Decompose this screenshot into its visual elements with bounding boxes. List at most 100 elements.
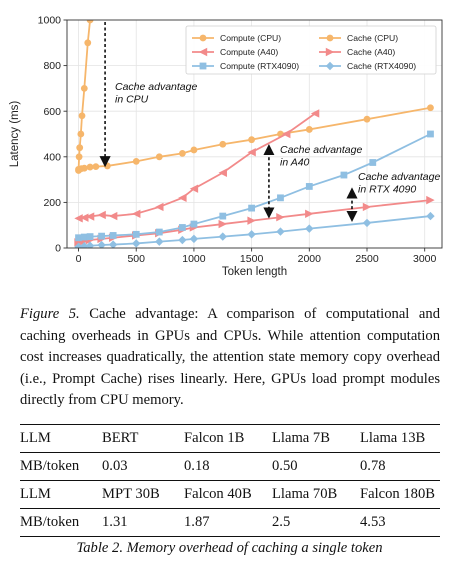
x-tick-label: 1500 bbox=[240, 253, 264, 265]
data-point bbox=[178, 149, 186, 157]
data-point bbox=[86, 233, 94, 240]
data-point bbox=[325, 61, 335, 71]
data-point bbox=[80, 241, 89, 248]
data-point bbox=[108, 240, 118, 248]
data-point bbox=[248, 136, 256, 144]
annotation-line: in RTX 4090 bbox=[358, 184, 416, 196]
data-point bbox=[219, 212, 227, 220]
data-point bbox=[76, 144, 84, 152]
figure-caption-label: Figure 5. bbox=[20, 306, 80, 322]
data-point bbox=[86, 163, 94, 171]
data-point bbox=[218, 168, 227, 177]
table-cell: BERT bbox=[102, 424, 184, 453]
plot-area bbox=[74, 20, 435, 248]
legend-frame bbox=[185, 25, 437, 75]
x-tick-label: 2500 bbox=[355, 253, 379, 265]
annotation-text: Cache advantage in RTX 4090 bbox=[358, 171, 440, 196]
x-tick-label: 500 bbox=[127, 253, 145, 265]
data-point bbox=[86, 20, 94, 24]
table-cell: 0.18 bbox=[184, 452, 272, 481]
data-point bbox=[276, 227, 285, 236]
data-point bbox=[98, 232, 106, 240]
table-cell: MPT 30B bbox=[102, 480, 184, 509]
series-line bbox=[78, 133, 431, 239]
data-point bbox=[305, 209, 314, 218]
annotation-line: in CPU bbox=[115, 94, 149, 106]
plot-frame bbox=[66, 19, 443, 249]
data-point bbox=[80, 164, 88, 172]
legend: Compute (CPU) Compute (A40) Compute (RTX40… bbox=[185, 25, 437, 75]
data-point bbox=[276, 213, 285, 222]
data-point bbox=[78, 112, 86, 120]
annotation-text: Cache advantage in CPU bbox=[115, 81, 197, 106]
data-point bbox=[427, 104, 434, 112]
data-point bbox=[92, 163, 100, 171]
data-point bbox=[178, 193, 187, 203]
data-point bbox=[85, 241, 95, 248]
table-cell: Llama 70B bbox=[272, 480, 360, 509]
x-axis-title: Token length bbox=[222, 266, 287, 278]
table-cell: 1.87 bbox=[184, 508, 272, 537]
x-tick-label: 0 bbox=[76, 253, 82, 265]
data-point bbox=[426, 211, 435, 221]
table-cell: Llama 7B bbox=[272, 424, 360, 453]
x-tick-label: 3000 bbox=[413, 253, 437, 265]
y-tick-label: 0 bbox=[55, 243, 61, 255]
data-point bbox=[199, 34, 207, 42]
table-cell: Falcon 180B bbox=[360, 480, 440, 509]
data-point bbox=[340, 171, 348, 179]
data-point bbox=[132, 230, 140, 238]
data-point bbox=[310, 109, 320, 118]
table-cell: LLM bbox=[20, 480, 102, 509]
table-row: MB/token 1.31 1.87 2.5 4.53 bbox=[20, 508, 440, 537]
data-point bbox=[190, 146, 198, 154]
data-point bbox=[109, 232, 117, 239]
table-cell: 0.50 bbox=[272, 452, 360, 481]
data-point bbox=[189, 184, 199, 193]
data-point bbox=[248, 204, 256, 212]
data-point bbox=[74, 214, 83, 223]
table-cell: 0.03 bbox=[102, 452, 184, 481]
annotation-text: Cache advantage in A40 bbox=[280, 144, 362, 169]
legend-label: Cache (RTX4090) bbox=[347, 61, 416, 71]
latency-chart: 0 500 1000 1500 2000 2500 3000 0 200 400 600 800 100… bbox=[9, 15, 443, 278]
legend-label: Compute (CPU) bbox=[220, 33, 281, 43]
table-cell: 4.53 bbox=[360, 508, 440, 537]
table-row: LLM BERT Falcon 1B Llama 7B Llama 13B bbox=[20, 424, 440, 453]
figure-caption: Figure 5. Cache advantage: A comparison … bbox=[20, 304, 440, 412]
data-point bbox=[178, 235, 187, 245]
table-row: LLM MPT 30B Falcon 40B Llama 70B Falcon … bbox=[20, 480, 440, 509]
figure-caption-text: Cache advantage: A comparison of computa… bbox=[20, 306, 440, 408]
data-point bbox=[362, 218, 372, 228]
series-compute-a40 bbox=[74, 109, 320, 223]
data-point bbox=[247, 230, 256, 239]
x-tick-label: 1000 bbox=[182, 253, 206, 265]
data-point bbox=[305, 183, 313, 190]
series-cache-rtx4090 bbox=[74, 211, 435, 248]
data-point bbox=[155, 228, 163, 236]
legend-label: Cache (CPU) bbox=[347, 33, 398, 43]
data-point bbox=[247, 216, 256, 225]
table-cell: 2.5 bbox=[272, 508, 360, 537]
data-point bbox=[218, 219, 227, 229]
data-point bbox=[85, 212, 95, 221]
y-tick-label: 400 bbox=[43, 151, 61, 163]
data-point bbox=[369, 159, 377, 166]
table-cell: LLM bbox=[20, 424, 102, 453]
data-point bbox=[84, 39, 92, 47]
data-point bbox=[277, 194, 284, 202]
data-point bbox=[132, 239, 141, 248]
data-point bbox=[199, 62, 207, 70]
data-point bbox=[363, 115, 371, 123]
memory-overhead-table: LLM BERT Falcon 1B Llama 7B Llama 13B MB… bbox=[20, 424, 440, 537]
table-cell: Falcon 1B bbox=[184, 424, 272, 453]
series-compute-rtx4090 bbox=[75, 130, 434, 242]
data-point bbox=[282, 129, 291, 139]
data-point bbox=[97, 210, 106, 220]
data-point bbox=[75, 234, 82, 242]
data-point bbox=[326, 34, 334, 42]
data-point bbox=[77, 130, 85, 138]
data-point bbox=[155, 237, 164, 246]
data-point bbox=[305, 126, 313, 133]
data-point bbox=[189, 234, 199, 244]
